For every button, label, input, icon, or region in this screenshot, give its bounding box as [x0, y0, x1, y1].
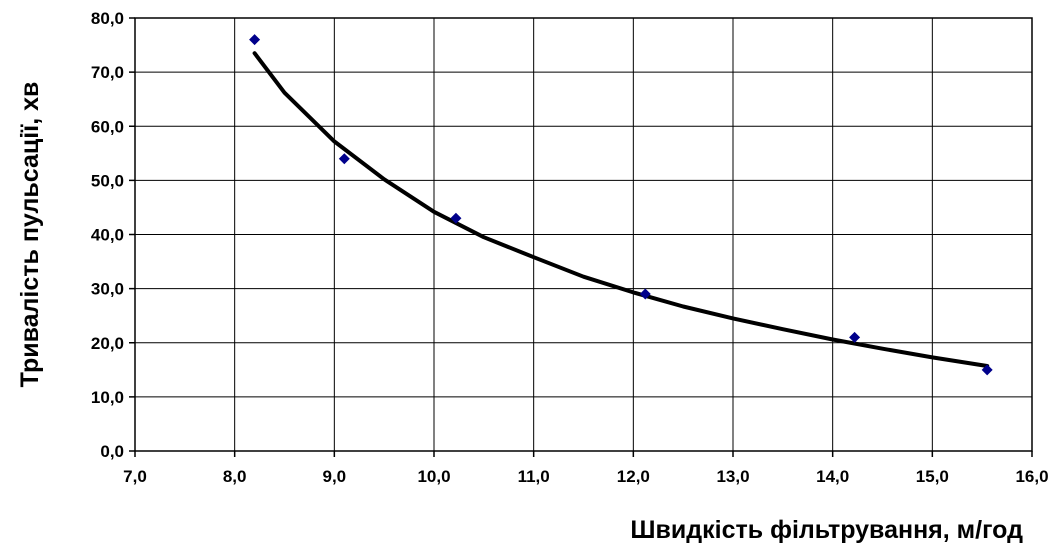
y-tick-label: 40,0: [91, 226, 124, 245]
x-tick-label: 13,0: [716, 467, 749, 486]
x-tick-label: 9,0: [323, 467, 347, 486]
data-point: [338, 153, 350, 165]
y-tick-label: 60,0: [91, 117, 124, 136]
grid: [129, 17, 1033, 457]
plot-area-border: [134, 17, 1033, 452]
x-tick-label: 10,0: [417, 467, 450, 486]
x-axis-title: Швидкість фільтрування, м/год: [630, 516, 1023, 544]
x-tick-label: 12,0: [617, 467, 650, 486]
y-tick-label: 30,0: [91, 280, 124, 299]
y-tick-label: 80,0: [91, 9, 124, 28]
x-tick-label: 7,0: [123, 467, 147, 486]
y-tick-labels: 0,0 10,0 20,0 30,0 40,0 50,0 60,0 70,0 80,0: [91, 9, 124, 461]
x-tick-label: 16,0: [1015, 467, 1048, 486]
data-point: [450, 212, 462, 224]
trendline: [252, 51, 990, 368]
y-tick-label: 70,0: [91, 63, 124, 82]
data-point: [849, 331, 861, 343]
x-tick-label: 14,0: [816, 467, 849, 486]
y-tick-label: 10,0: [91, 388, 124, 407]
x-tick-label: 8,0: [223, 467, 247, 486]
data-point: [249, 34, 261, 46]
x-tick-labels: 7,0 8,0 9,0 10,0 11,0 12,0 13,0 14,0 15,0 16,0: [123, 467, 1048, 486]
y-axis-title: Тривалість пульсації, хв: [16, 82, 44, 388]
y-tick-label: 50,0: [91, 171, 124, 190]
y-tick-label: 20,0: [91, 334, 124, 353]
data-point: [639, 288, 651, 300]
data-points: [249, 34, 993, 376]
data-point: [981, 364, 993, 376]
y-tick-label: 0,0: [100, 442, 124, 461]
x-tick-label: 15,0: [916, 467, 949, 486]
x-tick-label: 11,0: [518, 467, 550, 486]
trendline-layer: [252, 51, 990, 368]
